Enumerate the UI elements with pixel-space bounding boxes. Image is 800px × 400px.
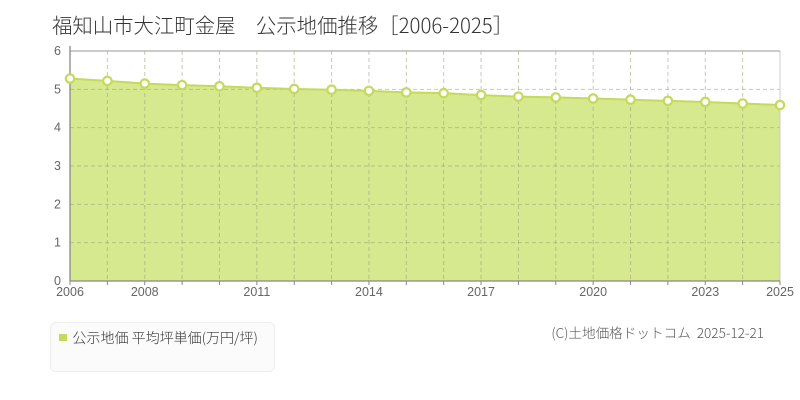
- svg-text:2017: 2017: [467, 285, 495, 299]
- svg-text:2: 2: [54, 197, 61, 211]
- svg-text:2008: 2008: [131, 285, 159, 299]
- svg-text:5: 5: [54, 82, 61, 96]
- svg-text:2023: 2023: [691, 285, 719, 299]
- svg-text:2011: 2011: [243, 285, 270, 299]
- svg-text:4: 4: [54, 121, 61, 135]
- svg-text:6: 6: [54, 44, 61, 58]
- svg-text:3: 3: [54, 159, 61, 173]
- svg-text:2014: 2014: [355, 285, 383, 299]
- svg-text:2025: 2025: [766, 285, 794, 299]
- svg-text:0: 0: [54, 274, 61, 288]
- svg-text:2020: 2020: [579, 285, 607, 299]
- svg-text:1: 1: [54, 236, 61, 250]
